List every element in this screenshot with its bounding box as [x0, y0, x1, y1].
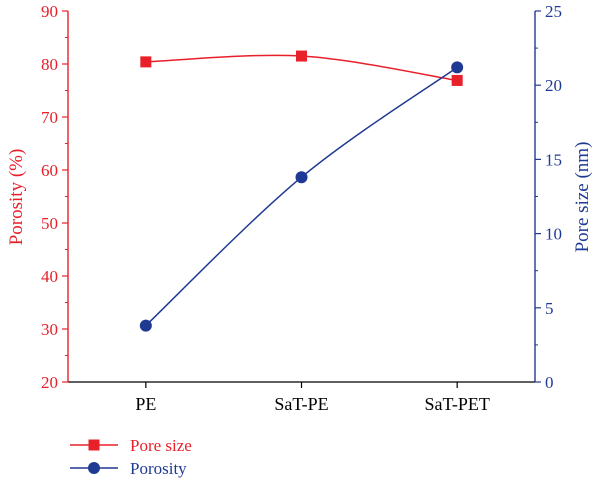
- legend-marker-circle: [88, 462, 100, 474]
- data-point-circle: [295, 171, 308, 184]
- legend-label: Pore size: [130, 436, 192, 455]
- right-axis-label: Pore size (nm): [572, 142, 593, 253]
- left-axis-label: Porosity (%): [6, 149, 27, 246]
- right-tick-label: 25: [545, 2, 562, 21]
- data-point-circle: [139, 319, 152, 332]
- x-axis-ticks: PE SaT-PE SaT-PET: [135, 382, 490, 414]
- right-tick-label: 15: [545, 150, 562, 169]
- left-tick-label: 60: [41, 161, 58, 180]
- right-tick-label: 10: [545, 225, 562, 244]
- left-tick-label: 70: [41, 108, 58, 127]
- left-tick-label: 20: [41, 373, 58, 392]
- x-tick-label: SaT-PE: [274, 394, 328, 414]
- left-tick-label: 90: [41, 2, 58, 21]
- series-line-porosity: [145, 66, 458, 327]
- legend-label: Porosity: [130, 459, 187, 478]
- left-tick-label: 80: [41, 55, 58, 74]
- right-tick-label: 20: [545, 76, 562, 95]
- left-axis-ticks: 20 30 40 50 60 70 80 90: [41, 2, 68, 392]
- x-tick-label: PE: [135, 394, 156, 414]
- x-tick-label: SaT-PET: [424, 394, 489, 414]
- left-tick-label: 40: [41, 267, 58, 286]
- series-layer: [139, 50, 464, 332]
- left-tick-label: 50: [41, 214, 58, 233]
- data-point-square: [296, 50, 307, 62]
- right-tick-label: 0: [545, 373, 554, 392]
- data-point-circle: [451, 61, 464, 74]
- data-point-square: [140, 56, 152, 68]
- legend: Pore size Porosity: [70, 436, 192, 478]
- left-tick-label: 30: [41, 320, 58, 339]
- plot-frame: [67, 11, 536, 383]
- right-tick-label: 5: [545, 299, 554, 318]
- data-point-square: [451, 74, 463, 86]
- right-axis-ticks: 0 5 10 15 20 25: [535, 2, 562, 392]
- legend-marker-square: [88, 439, 100, 451]
